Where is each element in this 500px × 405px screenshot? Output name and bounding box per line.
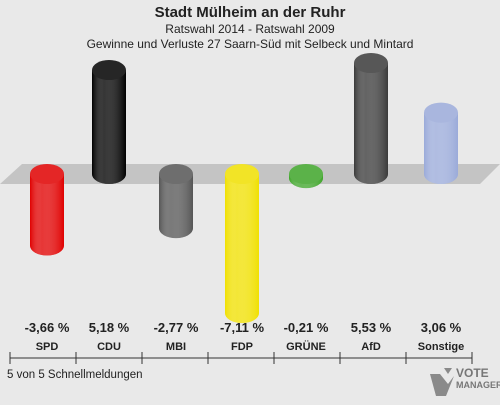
status-text: 5 von 5 Schnellmeldungen	[7, 369, 143, 381]
category-label-afd: AfD	[361, 341, 381, 353]
value-label-grüne: -0,21 %	[284, 320, 329, 335]
bar-mbi	[159, 164, 193, 239]
chart-title: Stadt Mülheim an der Ruhr	[154, 4, 346, 21]
bar-spd	[30, 164, 64, 256]
bar-sonstige	[424, 102, 458, 184]
chart-subtitle: Ratswahl 2014 - Ratswahl 2009	[165, 22, 335, 36]
category-label-mbi: MBI	[166, 341, 186, 353]
value-label-fdp: -7,11 %	[220, 320, 265, 335]
value-label-afd: 5,53 %	[351, 320, 392, 335]
category-label-fdp: FDP	[231, 341, 253, 353]
bar-grüne	[289, 164, 323, 189]
category-label-spd: SPD	[36, 341, 59, 353]
category-label-grüne: GRÜNE	[286, 340, 326, 353]
bar-fdp	[225, 164, 259, 323]
vote-manager-logo: VOTE MANAGER	[426, 364, 500, 400]
chart-header: Stadt Mülheim an der Ruhr Ratswahl 2014 …	[0, 0, 500, 51]
logo-subtext: MANAGER	[456, 380, 500, 390]
value-label-sonstige: 3,06 %	[421, 320, 462, 335]
category-label-cdu: CDU	[97, 341, 121, 353]
value-label-cdu: 5,18 %	[89, 320, 130, 335]
category-label-sonstige: Sonstige	[418, 341, 464, 353]
bar-afd	[354, 53, 388, 184]
value-label-spd: -3,66 %	[25, 320, 70, 335]
bar-cdu	[92, 60, 126, 184]
chart-subtitle-detail: Gewinne und Verluste 27 Saarn-Süd mit Se…	[86, 37, 414, 51]
logo-text: VOTE	[456, 366, 489, 380]
value-label-mbi: -2,77 %	[154, 320, 199, 335]
logo-icon	[430, 368, 454, 396]
